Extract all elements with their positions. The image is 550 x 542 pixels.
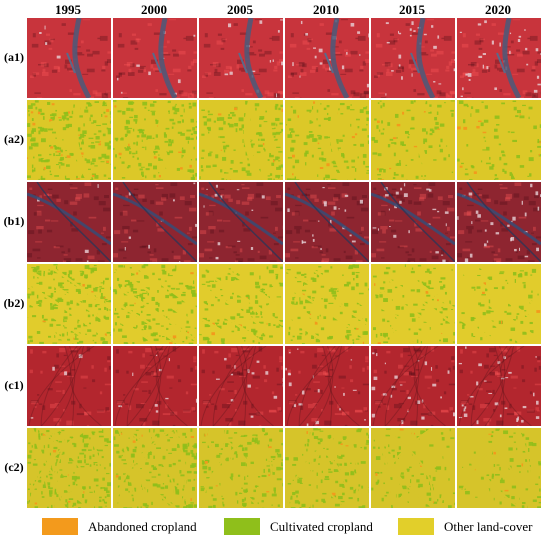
legend-swatch-other [398,518,434,535]
row-label-a2: (a2) [4,132,24,146]
map-tile-c1-2000 [113,346,197,426]
map-tile-b1-2020 [457,182,541,262]
map-tile-c1-2015 [371,346,455,426]
map-tile-b2-1995 [27,264,111,344]
year-header-2015: 2015 [399,2,425,17]
year-header-2020: 2020 [485,2,511,17]
map-tile-c2-2010 [285,428,369,508]
map-tile-a2-2010 [285,100,369,180]
map-tile-b2-2000 [113,264,197,344]
map-tile-a2-2005 [199,100,283,180]
map-tile-c2-2000 [113,428,197,508]
map-tile-b1-2005 [199,182,283,262]
year-header: 1995 2000 2005 2010 2015 2020 [26,2,549,18]
legend-label-other: Other land-cover [444,519,533,534]
map-tile-a1-2020 [457,18,541,98]
row-label-c1: (c1) [4,378,24,392]
map-tile-a1-2015 [371,18,455,98]
map-tile-b2-2005 [199,264,283,344]
map-tile-b1-2000 [113,182,197,262]
map-tile-a1-2010 [285,18,369,98]
legend-swatch-cultivated [224,518,260,535]
row-label-b1: (b1) [3,214,25,228]
map-tile-c2-2015 [371,428,455,508]
year-header-2005: 2005 [227,2,253,17]
map-tile-c1-1995 [27,346,111,426]
map-tile-c2-2005 [199,428,283,508]
year-header-1995: 1995 [55,2,81,17]
row-label-a1: (a1) [4,50,24,64]
map-tile-a2-2000 [113,100,197,180]
map-tile-b2-2020 [457,264,541,344]
map-tile-a1-2005 [199,18,283,98]
legend-swatch-abandoned [42,518,78,535]
map-tile-a1-2000 [113,18,197,98]
map-tile-b2-2015 [371,264,455,344]
map-tile-c2-1995 [27,428,111,508]
map-tile-b1-1995 [27,182,111,262]
legend-label-abandoned: Abandoned cropland [88,519,197,534]
row-label-b2: (b2) [3,296,25,310]
map-tile-c1-2005 [199,346,283,426]
map-tile-c2-2020 [457,428,541,508]
year-header-2000: 2000 [141,2,167,17]
map-tile-a2-2020 [457,100,541,180]
map-tile-c1-2020 [457,346,541,426]
legend-label-cultivated: Cultivated cropland [270,519,373,534]
map-tile-c1-2010 [285,346,369,426]
map-tile-b1-2010 [285,182,369,262]
row-label-c2: (c2) [4,460,24,474]
map-tile-b1-2015 [371,182,455,262]
map-tile-a2-2015 [371,100,455,180]
map-tile-a1-1995 [27,18,111,98]
legend: Abandoned cropland Cultivated cropland O… [0,514,550,540]
year-header-2010: 2010 [313,2,339,17]
map-tile-b2-2010 [285,264,369,344]
map-tile-a2-1995 [27,100,111,180]
